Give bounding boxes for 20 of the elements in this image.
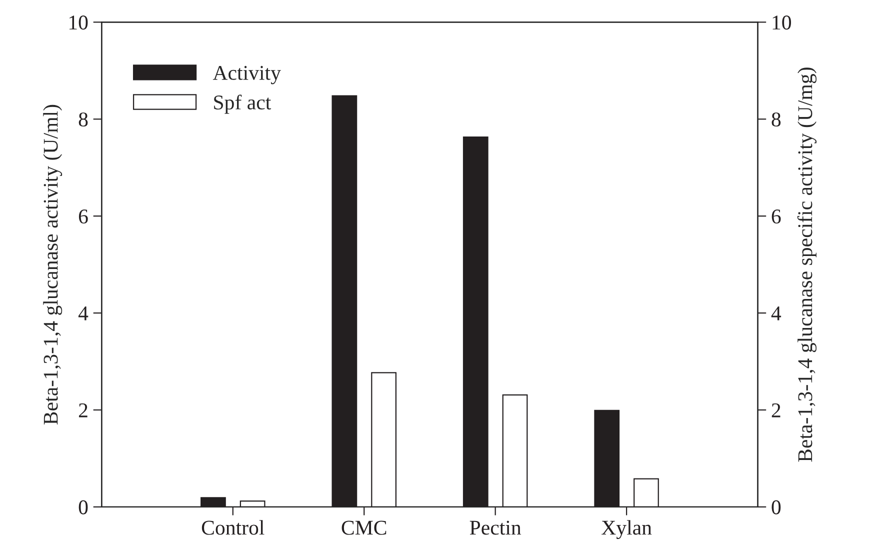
y2-tick-label: 2 xyxy=(772,403,780,418)
y-tick-label: 4 xyxy=(78,306,88,320)
x-tick-label: CMC xyxy=(342,520,386,535)
x-tick-label: Xylan xyxy=(602,520,652,540)
y-tick-label: 6 xyxy=(78,209,88,224)
y-tick-label: 0 xyxy=(78,500,88,514)
x-tick-label: Pectin xyxy=(470,520,522,535)
y2-tick-label: 10 xyxy=(772,16,791,30)
y2-axis-title: Beta-1,3-1,4 glucanase specific activity (U/mg) xyxy=(797,68,817,462)
y-tick-label: 10 xyxy=(69,16,88,30)
legend-label: Spf act xyxy=(214,94,272,114)
y2-tick-label: 8 xyxy=(772,112,781,127)
y-axis-title: Beta-1,3-1,4 glucanase activity (U/ml) xyxy=(43,104,62,424)
y-tick-label: 8 xyxy=(78,112,88,127)
y2-tick-label: 6 xyxy=(772,209,781,224)
legend-label: Activity xyxy=(212,66,281,84)
y-tick-label: 2 xyxy=(78,403,88,418)
y2-tick-label: 0 xyxy=(772,500,781,514)
y2-tick-label: 4 xyxy=(771,306,782,320)
x-tick-label: Control xyxy=(202,520,264,535)
